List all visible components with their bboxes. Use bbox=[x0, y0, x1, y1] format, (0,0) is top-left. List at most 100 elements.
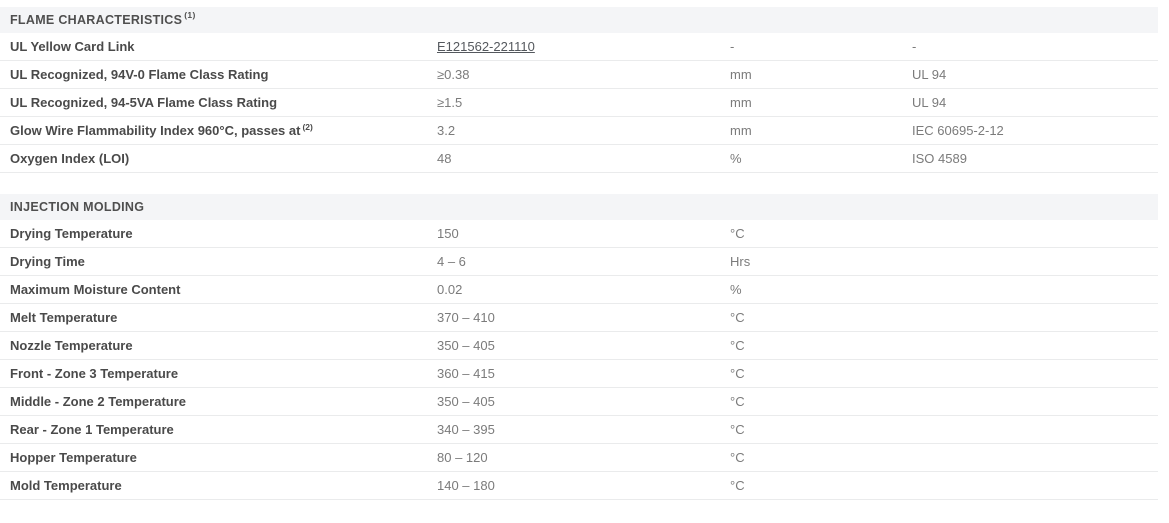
unit-cell: °C bbox=[730, 478, 912, 493]
table-row: Drying Temperature 150 °C bbox=[0, 220, 1158, 248]
property-value: 360 – 415 bbox=[437, 366, 495, 381]
property-value: ≥1.5 bbox=[437, 95, 463, 110]
material-datasheet-page: FLAME CHARACTERISTICS (1) UL Yellow Card L… bbox=[0, 7, 1158, 500]
property-cell: UL Recognized, 94-5VA Flame Class Rating bbox=[0, 95, 437, 110]
property-unit: % bbox=[730, 282, 742, 297]
value-cell: ≥0.38 bbox=[437, 67, 730, 82]
value-cell: 350 – 405 bbox=[437, 394, 730, 409]
property-name: Maximum Moisture Content bbox=[10, 282, 181, 297]
property-cell: Nozzle Temperature bbox=[0, 338, 437, 353]
property-cell: Oxygen Index (LOI) bbox=[0, 151, 437, 166]
value-cell: 340 – 395 bbox=[437, 422, 730, 437]
property-name: Front - Zone 3 Temperature bbox=[10, 366, 179, 381]
property-unit: °C bbox=[730, 338, 745, 353]
property-value: 340 – 395 bbox=[437, 422, 495, 437]
property-name: UL Recognized, 94-5VA Flame Class Rating bbox=[10, 95, 278, 110]
table-section: FLAME CHARACTERISTICS (1) UL Yellow Card L… bbox=[0, 7, 1158, 173]
table-row: Middle - Zone 2 Temperature 350 – 405 °C bbox=[0, 388, 1158, 416]
property-value: 4 – 6 bbox=[437, 254, 466, 269]
unit-cell: °C bbox=[730, 394, 912, 409]
property-cell: Drying Time bbox=[0, 254, 437, 269]
property-unit: % bbox=[730, 151, 742, 166]
property-unit: - bbox=[730, 39, 735, 54]
value-cell: 370 – 410 bbox=[437, 310, 730, 325]
property-cell: Glow Wire Flammability Index 960°C, pass… bbox=[0, 123, 437, 138]
property-value: 150 bbox=[437, 226, 459, 241]
unit-cell: °C bbox=[730, 366, 912, 381]
value-cell: 3.2 bbox=[437, 123, 730, 138]
property-cell: Maximum Moisture Content bbox=[0, 282, 437, 297]
property-unit: °C bbox=[730, 226, 745, 241]
property-cell: Middle - Zone 2 Temperature bbox=[0, 394, 437, 409]
property-unit: °C bbox=[730, 450, 745, 465]
unit-cell: mm bbox=[730, 95, 912, 110]
unit-cell: mm bbox=[730, 123, 912, 138]
table-row: Mold Temperature 140 – 180 °C bbox=[0, 472, 1158, 500]
property-name: Mold Temperature bbox=[10, 478, 122, 493]
property-value: 370 – 410 bbox=[437, 310, 495, 325]
property-superscript: (2) bbox=[302, 123, 313, 132]
standard-cell: ISO 4589 bbox=[912, 151, 1158, 166]
unit-cell: °C bbox=[730, 310, 912, 325]
table-row: Glow Wire Flammability Index 960°C, pass… bbox=[0, 117, 1158, 145]
section-header: FLAME CHARACTERISTICS (1) bbox=[0, 7, 1158, 33]
property-value: ≥0.38 bbox=[437, 67, 470, 82]
table-row: Drying Time 4 – 6 Hrs bbox=[0, 248, 1158, 276]
table-row: Nozzle Temperature 350 – 405 °C bbox=[0, 332, 1158, 360]
table-row: Maximum Moisture Content 0.02% bbox=[0, 276, 1158, 304]
property-value: 80 – 120 bbox=[437, 450, 488, 465]
property-cell: Front - Zone 3 Temperature bbox=[0, 366, 437, 381]
value-cell: 0.02 bbox=[437, 282, 730, 297]
unit-cell: % bbox=[730, 282, 912, 297]
property-name: Drying Temperature bbox=[10, 226, 133, 241]
datasheet-table: FLAME CHARACTERISTICS (1) UL Yellow Card L… bbox=[0, 7, 1158, 500]
value-cell: 350 – 405 bbox=[437, 338, 730, 353]
unit-cell: - bbox=[730, 39, 912, 54]
unit-cell: °C bbox=[730, 338, 912, 353]
unit-cell: Hrs bbox=[730, 254, 912, 269]
property-unit: Hrs bbox=[730, 254, 751, 269]
property-name: Middle - Zone 2 Temperature bbox=[10, 394, 187, 409]
property-cell: UL Recognized, 94V-0 Flame Class Rating bbox=[0, 67, 437, 82]
property-value: 3.2 bbox=[437, 123, 456, 138]
property-name: Oxygen Index (LOI) bbox=[10, 151, 130, 166]
property-name: UL Yellow Card Link bbox=[10, 39, 135, 54]
table-row: Rear - Zone 1 Temperature 340 – 395 °C bbox=[0, 416, 1158, 444]
property-unit: mm bbox=[730, 67, 752, 82]
property-unit: °C bbox=[730, 366, 745, 381]
value-cell: 4 – 6 bbox=[437, 254, 730, 269]
property-cell: Hopper Temperature bbox=[0, 450, 437, 465]
section-title: INJECTION MOLDING bbox=[10, 200, 145, 214]
value-cell: ≥1.5 bbox=[437, 95, 730, 110]
property-value: 48 bbox=[437, 151, 452, 166]
test-standard: IEC 60695-2-12 bbox=[912, 123, 1004, 138]
property-cell: Melt Temperature bbox=[0, 310, 437, 325]
property-name: Nozzle Temperature bbox=[10, 338, 133, 353]
test-standard: UL 94 bbox=[912, 95, 947, 110]
value-cell: E121562-221110 bbox=[437, 39, 730, 54]
unit-cell: % bbox=[730, 151, 912, 166]
unit-cell: °C bbox=[730, 450, 912, 465]
table-row: UL Yellow Card Link E121562-221110 - - bbox=[0, 33, 1158, 61]
property-unit: mm bbox=[730, 123, 752, 138]
value-cell: 80 – 120 bbox=[437, 450, 730, 465]
test-standard: UL 94 bbox=[912, 67, 947, 82]
standard-cell: IEC 60695-2-12 bbox=[912, 123, 1158, 138]
standard-cell: UL 94 bbox=[912, 67, 1158, 82]
property-unit: °C bbox=[730, 422, 745, 437]
property-name: Drying Time bbox=[10, 254, 85, 269]
table-section: INJECTION MOLDING Drying Temperature 150 °C… bbox=[0, 194, 1158, 500]
value-cell: 48 bbox=[437, 151, 730, 166]
table-row: UL Recognized, 94-5VA Flame Class Rating… bbox=[0, 89, 1158, 117]
unit-cell: mm bbox=[730, 67, 912, 82]
property-value: 140 – 180 bbox=[437, 478, 495, 493]
property-name: Glow Wire Flammability Index 960°C, pass… bbox=[10, 123, 301, 138]
property-unit: °C bbox=[730, 310, 745, 325]
property-name: Rear - Zone 1 Temperature bbox=[10, 422, 174, 437]
yellow-card-link[interactable]: E121562-221110 bbox=[437, 39, 535, 54]
table-row: Oxygen Index (LOI) 48% ISO 4589 bbox=[0, 145, 1158, 173]
test-standard: ISO 4589 bbox=[912, 151, 967, 166]
value-cell: 360 – 415 bbox=[437, 366, 730, 381]
property-name: Hopper Temperature bbox=[10, 450, 137, 465]
table-row: Melt Temperature 370 – 410 °C bbox=[0, 304, 1158, 332]
